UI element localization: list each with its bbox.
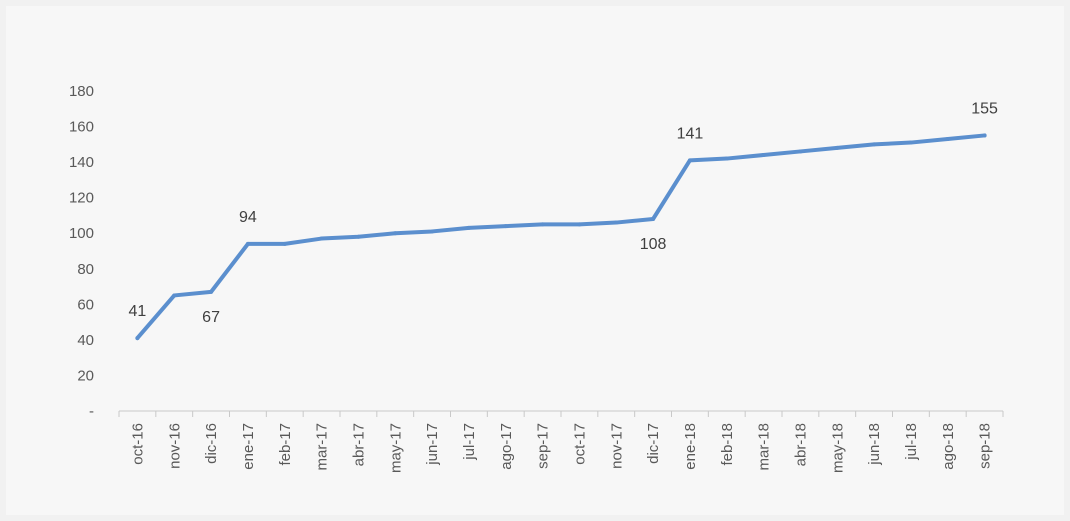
data-labels-layer: 41 67 94 108 141 155 [129,100,999,325]
data-point-16 [724,156,729,161]
data-point-23 [982,133,987,138]
chart-container: - 20 40 60 80 100 120 140 160 180 oct-16 nov-16 dic… [6,6,1064,515]
data-label-0: 41 [129,303,147,320]
data-label-14: 108 [640,236,667,253]
y-axis: - 20 40 60 80 100 120 140 160 180 [69,83,94,420]
data-point-5 [319,236,324,241]
x-tick-label-6: abr-17 [350,423,367,466]
x-tick-label-7: may-17 [387,423,404,473]
x-tick-label-12: oct-17 [571,423,588,465]
data-point-2 [209,289,214,294]
y-tick-label-2: 40 [77,332,94,349]
x-tick-label-10: ago-17 [498,423,515,470]
data-point-0 [135,336,140,341]
data-point-20 [872,142,877,147]
series-line-0 [135,133,987,341]
x-tick-label-4: feb-17 [277,423,294,466]
data-point-10 [503,224,508,229]
data-point-14 [651,217,656,221]
x-tick-label-11: sep-17 [535,423,552,469]
y-tick-label-4: 80 [77,261,94,278]
data-point-9 [466,225,471,230]
data-label-3: 94 [239,209,257,226]
y-tick-label-8: 160 [69,119,94,136]
series-layer [135,133,987,341]
data-point-11 [540,222,545,227]
data-label-2: 67 [202,309,220,326]
x-tick-label-13: nov-17 [608,423,625,469]
x-tick-label-3: ene-17 [240,423,257,470]
line-chart: - 20 40 60 80 100 120 140 160 180 oct-16 nov-16 dic… [69,83,1004,473]
x-tick-label-17: mar-18 [756,423,773,471]
x-tick-label-22: ago-18 [940,423,957,470]
data-point-4 [282,241,287,246]
data-point-22 [945,137,950,141]
x-tick-label-14: dic-17 [645,423,662,464]
y-tick-label-3: 60 [77,296,94,313]
data-point-1 [172,293,177,298]
x-tick-label-15: ene-18 [682,423,699,470]
x-tick-label-18: abr-18 [792,423,809,466]
data-point-12 [577,222,582,227]
y-tick-label-6: 120 [69,190,94,207]
x-tick-label-2: dic-16 [203,423,220,464]
x-tick-label-9: jul-17 [461,423,478,461]
data-point-19 [835,145,840,150]
y-tick-label-7: 140 [69,154,94,171]
x-tick-label-20: jun-18 [866,423,883,466]
y-tick-label-5: 100 [69,225,94,242]
data-point-21 [908,140,913,145]
data-point-13 [614,220,619,225]
data-point-15 [687,158,692,163]
data-point-3 [245,241,250,246]
x-tick-label-23: sep-18 [977,423,994,469]
data-label-23: 155 [971,100,998,117]
x-tick-label-1: nov-16 [166,423,183,469]
x-tick-label-16: feb-18 [719,423,736,466]
y-tick-label-0: - [89,403,94,420]
data-point-18 [798,149,803,154]
data-point-6 [356,234,361,239]
x-axis: oct-16 nov-16 dic-16 ene-17 feb-17 mar-17 abr-… [118,410,1004,473]
x-tick-label-0: oct-16 [129,423,146,465]
data-point-17 [761,153,766,157]
x-tick-label-5: mar-17 [314,423,331,471]
data-label-15: 141 [677,125,704,142]
data-point-8 [430,229,435,234]
data-point-7 [393,231,398,236]
x-tick-label-19: may-18 [829,423,846,473]
x-tick-label-8: jun-17 [424,423,441,466]
y-tick-label-9: 180 [69,83,94,100]
y-tick-label-1: 20 [77,367,94,384]
x-tick-label-21: jul-18 [903,423,920,461]
